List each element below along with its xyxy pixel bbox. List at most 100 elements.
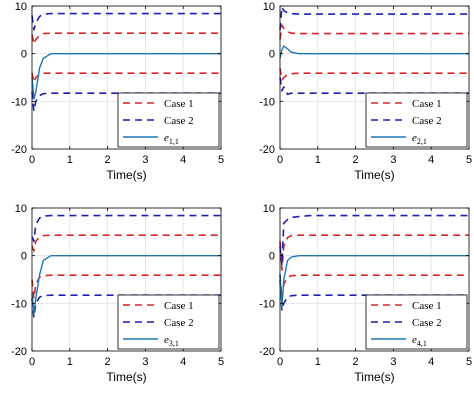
legend-label-subscript: 2,1 bbox=[417, 137, 427, 146]
legend-label: Case 2 bbox=[412, 317, 442, 329]
x-tick-label: 0 bbox=[29, 356, 35, 368]
x-tick-label: 5 bbox=[466, 154, 472, 166]
y-tick-label: -10 bbox=[259, 298, 275, 310]
legend-label: Case 2 bbox=[164, 115, 194, 127]
series-line-case1 bbox=[279, 24, 469, 40]
x-tick-label: 1 bbox=[315, 154, 321, 166]
legend-box bbox=[365, 92, 468, 148]
x-tick-label: 2 bbox=[105, 154, 111, 166]
x-axis-label: Time(s) bbox=[354, 370, 394, 384]
axes-frame bbox=[31, 207, 222, 352]
legend-label-name: Case 2 bbox=[164, 317, 194, 329]
x-tick-label: 1 bbox=[67, 154, 73, 166]
x-tick-label: 0 bbox=[277, 154, 283, 166]
x-tick-label: 0 bbox=[277, 356, 283, 368]
x-axis-label: Time(s) bbox=[354, 168, 394, 182]
y-tick-label: 10 bbox=[263, 1, 275, 13]
series-line-error bbox=[279, 45, 469, 59]
chart-panel-4: 0 1 2 3 4 5 10 0 -10 -20 Time(s) Case 1 Case 2 e4,1 bbox=[259, 203, 472, 384]
legend: Case 1 Case 2 e4,1 bbox=[365, 294, 468, 350]
y-tick-label: -20 bbox=[11, 346, 27, 358]
x-tick-label: 5 bbox=[218, 356, 224, 368]
x-tick-label: 5 bbox=[218, 154, 224, 166]
x-tick-label: 1 bbox=[67, 356, 73, 368]
chart-panel-3: 0 1 2 3 4 5 10 0 -10 -20 Time(s) Case 1 Case 2 e3,1 bbox=[11, 203, 224, 384]
y-tick-label: -10 bbox=[259, 96, 275, 108]
legend-label-name: e bbox=[412, 334, 417, 346]
legend-label-name: e bbox=[164, 132, 169, 144]
legend-box bbox=[117, 92, 220, 148]
legend-label: Case 2 bbox=[164, 317, 194, 329]
x-tick-label: 3 bbox=[142, 154, 148, 166]
series-line-case2 bbox=[31, 214, 221, 243]
x-tick-label: 2 bbox=[105, 356, 111, 368]
legend-label-name: Case 1 bbox=[164, 300, 194, 312]
y-tick-label: 10 bbox=[15, 1, 27, 13]
legend-label-subscript: 4,1 bbox=[417, 339, 427, 348]
series-line-case2 bbox=[279, 6, 469, 30]
y-tick-label: 10 bbox=[15, 203, 27, 215]
y-tick-label: 0 bbox=[269, 49, 275, 61]
y-tick-label: 0 bbox=[269, 251, 275, 263]
x-tick-label: 4 bbox=[180, 154, 186, 166]
y-tick-label: 0 bbox=[21, 251, 27, 263]
series-line-case2 bbox=[31, 294, 221, 319]
legend-label: Case 1 bbox=[164, 98, 194, 110]
y-tick-label: -10 bbox=[11, 298, 27, 310]
legend-label-name: Case 2 bbox=[164, 115, 194, 127]
axes-frame bbox=[31, 5, 222, 150]
legend-label-name: e bbox=[164, 334, 169, 346]
series-line-error bbox=[31, 53, 221, 100]
legend-box bbox=[365, 294, 468, 350]
x-axis-label: Time(s) bbox=[106, 168, 146, 182]
legend-label: Case 2 bbox=[412, 115, 442, 127]
x-tick-label: 3 bbox=[142, 356, 148, 368]
series-line-case1 bbox=[279, 234, 469, 271]
x-tick-label: 5 bbox=[466, 356, 472, 368]
x-tick-label: 4 bbox=[428, 154, 434, 166]
x-tick-label: 3 bbox=[390, 356, 396, 368]
legend: Case 1 Case 2 e2,1 bbox=[365, 92, 468, 148]
legend-label-subscript: 3,1 bbox=[169, 339, 179, 348]
x-tick-label: 2 bbox=[353, 356, 359, 368]
y-tick-label: -20 bbox=[259, 346, 275, 358]
legend-label: Case 1 bbox=[164, 300, 194, 312]
x-tick-label: 4 bbox=[180, 356, 186, 368]
legend-label-name: e bbox=[412, 132, 417, 144]
legend-label: Case 1 bbox=[412, 98, 442, 110]
legend-box bbox=[117, 294, 220, 350]
axes-frame bbox=[279, 207, 470, 352]
legend-label: e1,1 bbox=[164, 132, 179, 146]
legend-label-name: Case 1 bbox=[164, 98, 194, 110]
x-tick-label: 4 bbox=[428, 356, 434, 368]
legend: Case 1 Case 2 e3,1 bbox=[117, 294, 220, 350]
series-line-case2 bbox=[31, 12, 221, 31]
legend: Case 1 Case 2 e1,1 bbox=[117, 92, 220, 148]
series-line-case2 bbox=[279, 77, 469, 95]
legend-label: Case 1 bbox=[412, 300, 442, 312]
y-tick-label: 10 bbox=[263, 203, 275, 215]
legend-label-name: Case 1 bbox=[412, 300, 442, 312]
legend-label-name: Case 1 bbox=[412, 98, 442, 110]
legend-label: e4,1 bbox=[412, 334, 427, 348]
series-line-error bbox=[31, 254, 221, 314]
series-line-case1 bbox=[31, 234, 221, 252]
x-tick-label: 1 bbox=[315, 356, 321, 368]
y-tick-label: -20 bbox=[259, 144, 275, 156]
legend-label: e2,1 bbox=[412, 132, 427, 146]
chart-panel-2: 0 1 2 3 4 5 10 0 -10 -20 Time(s) Case 1 Case 2 e2,1 bbox=[259, 1, 472, 182]
x-tick-label: 0 bbox=[29, 154, 35, 166]
y-tick-label: 0 bbox=[21, 49, 27, 61]
chart-panel-1: 0 1 2 3 4 5 10 0 -10 -20 Time(s) Case 1 Case 2 e1,1 bbox=[11, 1, 224, 182]
x-tick-label: 3 bbox=[390, 154, 396, 166]
axes-frame bbox=[279, 5, 470, 150]
y-tick-label: -20 bbox=[11, 144, 27, 156]
legend-label-name: Case 2 bbox=[412, 115, 442, 127]
series-line-case2 bbox=[279, 214, 469, 267]
legend-label-name: Case 2 bbox=[412, 317, 442, 329]
legend-label: e3,1 bbox=[164, 334, 179, 348]
legend-label-subscript: 1,1 bbox=[169, 137, 179, 146]
x-axis-label: Time(s) bbox=[106, 370, 146, 384]
x-tick-label: 2 bbox=[353, 154, 359, 166]
series-line-case1 bbox=[279, 67, 469, 81]
